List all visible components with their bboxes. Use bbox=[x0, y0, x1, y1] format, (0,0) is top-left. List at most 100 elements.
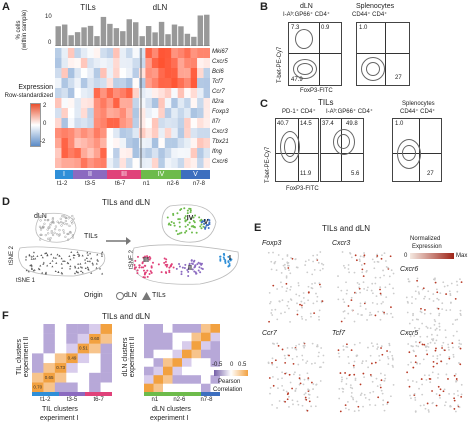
corr-cell bbox=[77, 324, 90, 334]
e-cell-point bbox=[412, 314, 414, 317]
e-cell-point bbox=[417, 345, 420, 348]
e-cell-point bbox=[452, 353, 455, 356]
e-cell-point bbox=[374, 314, 377, 317]
e-cell-point bbox=[417, 291, 420, 294]
e-cell-point bbox=[437, 307, 440, 310]
heat-cell bbox=[113, 58, 120, 69]
e-cell-point bbox=[445, 362, 448, 365]
f-legend1: Pearson bbox=[218, 379, 241, 385]
dln-point bbox=[60, 224, 63, 227]
c-flow-plot-pd1: 40.7 14.5 11.9 bbox=[275, 118, 319, 182]
e-cell-point bbox=[319, 251, 322, 253]
tils-point bbox=[60, 262, 63, 265]
e-cell-point bbox=[360, 264, 363, 266]
cluster-point bbox=[199, 219, 202, 222]
e-cell-point bbox=[421, 343, 424, 346]
e-cell-point bbox=[362, 281, 365, 284]
e-cell-point bbox=[302, 297, 305, 299]
e-cell-point bbox=[374, 276, 377, 279]
e-cell-point bbox=[284, 400, 287, 403]
e-cell-point bbox=[298, 377, 301, 380]
cluster-point bbox=[149, 270, 152, 273]
e-cell-point bbox=[427, 409, 430, 411]
e-cell-point bbox=[352, 398, 355, 401]
cluster-point bbox=[172, 213, 175, 216]
heat-cell bbox=[151, 68, 159, 79]
dln-point bbox=[57, 221, 61, 225]
tils-point bbox=[86, 253, 89, 256]
e-cell-point bbox=[384, 286, 387, 289]
panel-letter-d: D bbox=[2, 196, 10, 208]
d-legend-tils-marker bbox=[142, 292, 151, 300]
corr-cell bbox=[172, 383, 183, 392]
e-cell-point bbox=[357, 313, 359, 315]
e-cell-point bbox=[422, 358, 425, 361]
corr-cell bbox=[163, 383, 173, 392]
e-cell-point bbox=[423, 297, 425, 300]
e-cell-point bbox=[411, 319, 414, 321]
corr-cell bbox=[89, 324, 101, 334]
e-cell-point bbox=[307, 377, 310, 380]
heat-cell bbox=[132, 128, 140, 139]
e-cell-point bbox=[431, 390, 433, 392]
e-cell-point bbox=[350, 395, 353, 398]
heat-cell bbox=[106, 158, 114, 168]
heat-cell bbox=[151, 128, 159, 139]
e-cell-point bbox=[388, 344, 391, 347]
e-cell-point bbox=[456, 330, 458, 333]
e-cell-point bbox=[372, 345, 374, 348]
cluster-point bbox=[207, 226, 210, 229]
corr-cell bbox=[54, 353, 67, 364]
e-cell-point bbox=[408, 351, 411, 354]
heat-cell bbox=[100, 128, 107, 139]
dln-point bbox=[60, 220, 63, 224]
e-cell-point bbox=[345, 377, 348, 380]
tils-point bbox=[33, 268, 36, 271]
heat-cell bbox=[132, 68, 140, 79]
bar bbox=[107, 23, 113, 46]
e-cell-point bbox=[310, 315, 312, 318]
bar bbox=[165, 34, 171, 46]
heat-cell bbox=[158, 98, 165, 109]
c-xlabel: FoxP3-FITC bbox=[286, 186, 319, 192]
e-cell-point bbox=[460, 281, 463, 284]
e-cell-point bbox=[348, 271, 351, 274]
bar bbox=[184, 33, 191, 46]
c-v2-ul: 37.4 bbox=[322, 121, 334, 127]
heat-cell bbox=[106, 98, 114, 109]
heat-cell bbox=[138, 148, 146, 159]
tils-point bbox=[30, 255, 33, 258]
e-cell-point bbox=[414, 290, 417, 293]
cluster-point bbox=[223, 258, 226, 261]
e-cell-point bbox=[432, 401, 434, 404]
heat-cell bbox=[171, 128, 178, 139]
dln-point bbox=[51, 217, 55, 220]
corr-cell bbox=[100, 382, 112, 392]
cluster-point bbox=[180, 270, 183, 273]
heat-cell bbox=[164, 48, 172, 59]
heat-cell bbox=[126, 68, 133, 79]
e-cell-point bbox=[418, 327, 421, 330]
e-cell-point bbox=[361, 268, 364, 271]
corr-cell bbox=[153, 341, 164, 350]
heat-cell bbox=[67, 98, 75, 109]
e-cell-point bbox=[285, 390, 288, 393]
e-cell-point bbox=[438, 329, 441, 331]
tils-point bbox=[34, 257, 37, 260]
cluster-point bbox=[168, 222, 171, 225]
e-cell-point bbox=[306, 360, 309, 363]
tils-point bbox=[69, 265, 72, 267]
f-legend2: Correlation bbox=[213, 387, 243, 393]
dln-point bbox=[39, 238, 42, 241]
heat-cell bbox=[203, 68, 210, 79]
cluster-point bbox=[227, 255, 230, 258]
heat-cell bbox=[145, 128, 153, 139]
tils-point bbox=[30, 268, 33, 270]
e-cell-point bbox=[443, 388, 446, 391]
gene-label: Foxp3 bbox=[212, 109, 229, 115]
e-cell-point bbox=[276, 366, 278, 369]
e-cell-point bbox=[295, 348, 298, 351]
e-cell-point bbox=[318, 351, 320, 354]
heat-cell bbox=[55, 148, 62, 159]
e-cell-point bbox=[453, 399, 456, 402]
